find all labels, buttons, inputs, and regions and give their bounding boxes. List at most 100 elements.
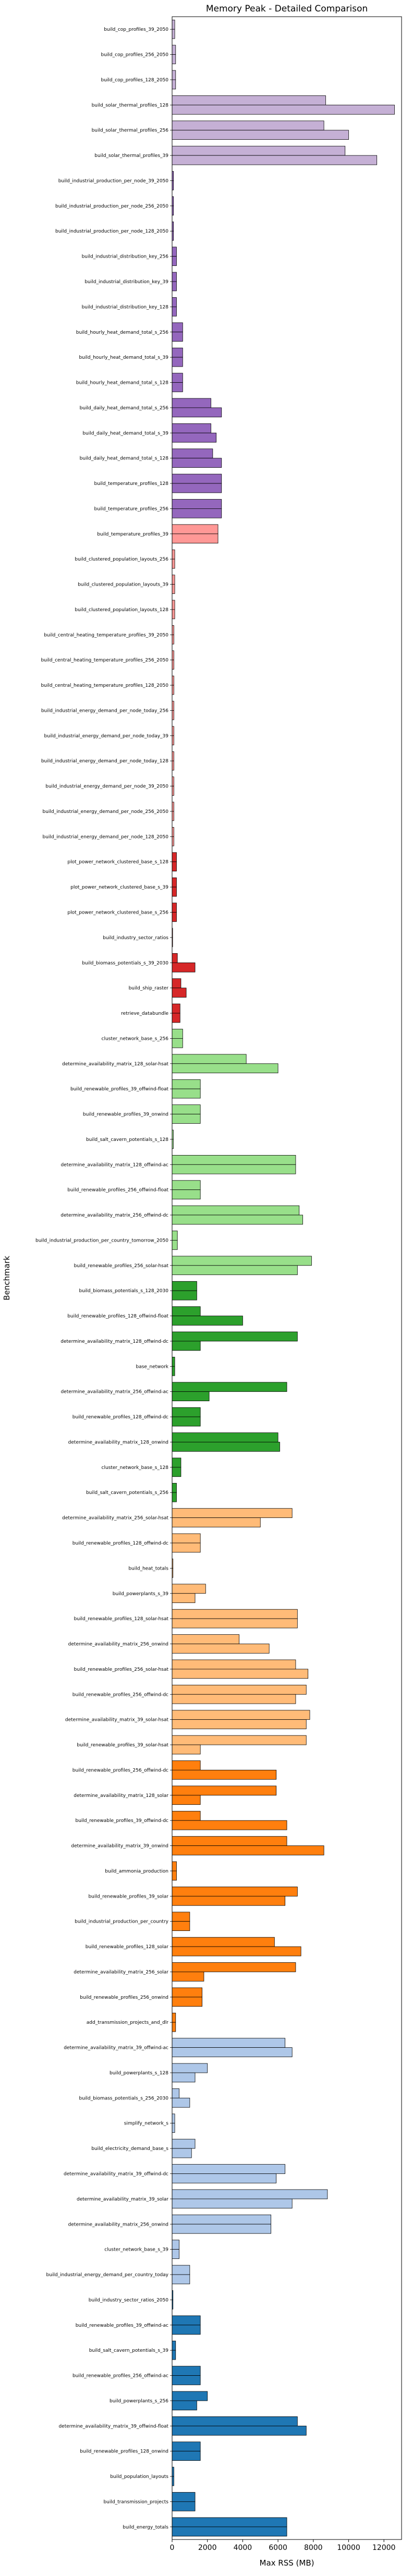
bar-series_b-39 [172,1013,180,1023]
category-label-13: build_hourly_heat_demand_total_s_39 [79,355,168,360]
bar-series_b-27 [172,710,174,720]
bar-series_a-56 [172,1432,278,1442]
bar-series_a-71 [172,1811,201,1821]
x-axis-ticks: 0 2000 4000 6000 8000 10000 12000 [170,2539,395,2552]
category-label-81: build_powerplants_s_128 [110,2071,168,2076]
bar-series_a-97 [172,2466,174,2477]
bar-series_b-37 [172,962,196,973]
bar-series_b-18 [172,483,222,493]
category-label-44: build_salt_cavern_potentials_s_128 [86,1137,168,1143]
bar-series_b-57 [172,1467,181,1477]
category-label-26: build_central_heating_temperature_profil… [41,683,168,688]
bar-series_b-19 [172,508,222,518]
bar-series_a-47 [172,1205,300,1216]
bar-series_a-69 [172,1760,201,1770]
chart-title: Memory Peak - Detailed Comparison [206,4,368,14]
bar-series_a-14 [172,373,183,383]
bar-series_a-89 [172,2265,190,2275]
category-label-38: build_ship_raster [129,986,169,991]
bar-series_a-92 [172,2340,176,2351]
bar-series_a-65 [172,1659,296,1670]
bar-series_b-78 [172,1997,202,2007]
category-labels: build_cop_profiles_39_2050 build_cop_prof… [35,27,172,2530]
bar-series_a-28 [172,726,174,736]
bar-series_b-99 [172,2526,287,2537]
category-label-57: cluster_network_base_s_128 [102,1465,169,1471]
bar-series_b-35 [172,912,177,922]
bar-series_a-31 [172,801,174,812]
bar-series_a-99 [172,2517,287,2528]
category-label-55: build_renewable_profiles_128_offwind-dc [72,1415,168,1420]
category-label-93: build_renewable_profiles_256_offwind-ac [72,2374,168,2379]
category-label-31: build_industrial_energy_demand_per_node_… [43,809,169,815]
bar-series_a-23 [172,600,175,610]
category-label-34: plot_power_network_clustered_base_s_39 [70,885,168,890]
bar-series_a-42 [172,1079,201,1089]
category-label-92: build_salt_cavern_potentials_s_39 [89,2348,169,2353]
bar-series_a-45 [172,1155,296,1165]
category-label-50: build_biomass_potentials_s_128_2030 [79,1289,168,1294]
bar-series_a-75 [172,1912,190,1922]
bar-series_a-39 [172,1003,180,1014]
bar-series_a-58 [172,1483,177,1493]
bar-series_a-52 [172,1331,298,1342]
category-label-32: build_industrial_energy_demand_per_node_… [43,834,169,840]
bar-series_b-22 [172,584,175,594]
category-label-39: retrieve_databundle [121,1011,168,1016]
bar-series_b-60 [172,1542,201,1553]
bar-series_b-81 [172,2072,196,2083]
bar-series_a-78 [172,1987,202,1998]
bar-series_b-24 [172,634,174,645]
bar-series_b-21 [172,558,175,569]
category-label-69: build_renewable_profiles_256_offwind-dc [72,1768,168,1773]
bar-series_b-2 [172,79,176,90]
category-label-67: determine_availability_matrix_39_solar-h… [65,1718,169,1723]
bar-series_b-30 [172,786,174,796]
bar-series_b-53 [172,1366,175,1376]
bar-series_b-20 [172,533,219,544]
category-label-47: determine_availability_matrix_256_offwin… [60,1213,168,1218]
bar-series_a-98 [172,2492,196,2502]
x-tick-label-5: 10000 [337,2544,360,2552]
bar-series_a-81 [172,2063,208,2073]
category-label-46: build_renewable_profiles_256_offwind-flo… [67,1188,168,1193]
category-label-91: build_renewable_profiles_39_offwind-ac [76,2323,168,2328]
category-label-10: build_industrial_distribution_key_39 [84,280,168,285]
category-label-4: build_solar_thermal_profiles_256 [92,128,169,133]
bar-series_b-14 [172,382,183,392]
bar-series_b-0 [172,29,175,39]
category-label-77: determine_availability_matrix_256_solar [74,1970,168,1975]
bar-series_b-76 [172,1946,301,1957]
plot-frame [172,16,402,2540]
bar-series_a-94 [172,2391,208,2401]
bar-series_a-15 [172,398,211,408]
bar-series_a-37 [172,953,178,963]
category-label-33: plot_power_network_clustered_base_s_128 [67,860,168,865]
category-label-58: build_salt_cavern_potentials_s_256 [86,1490,168,1496]
category-label-5: build_solar_thermal_profiles_39 [94,153,168,159]
category-label-59: determine_availability_matrix_256_solar-… [62,1516,168,1521]
bar-series_a-9 [172,247,177,257]
bar-series_b-88 [172,2249,179,2259]
bar-series_a-41 [172,1054,247,1064]
bar-series_b-97 [172,2476,174,2486]
bar-series_b-58 [172,1492,177,1502]
bar-series_a-30 [172,776,174,786]
category-label-68: build_renewable_profiles_39_solar-hsat [77,1743,168,1748]
category-label-43: build_renewable_profiles_39_onwind [83,1112,168,1117]
bar-series_b-41 [172,1063,278,1074]
bar-series_a-10 [172,272,177,282]
bar-series_b-31 [172,811,174,821]
bar-series_b-54 [172,1391,210,1402]
bar-series_a-18 [172,473,222,484]
y-axis-title: Benchmark [2,1256,11,1301]
bar-series_b-56 [172,1442,280,1452]
bar-series_b-9 [172,256,177,266]
bar-series_b-51 [172,1316,243,1326]
bar-series_b-52 [172,1341,201,1351]
bar-series_a-34 [172,877,177,888]
bar-series_a-73 [172,1861,177,1872]
category-label-52: determine_availability_matrix_128_offwin… [60,1339,168,1344]
bar-series_b-67 [172,1719,307,1729]
